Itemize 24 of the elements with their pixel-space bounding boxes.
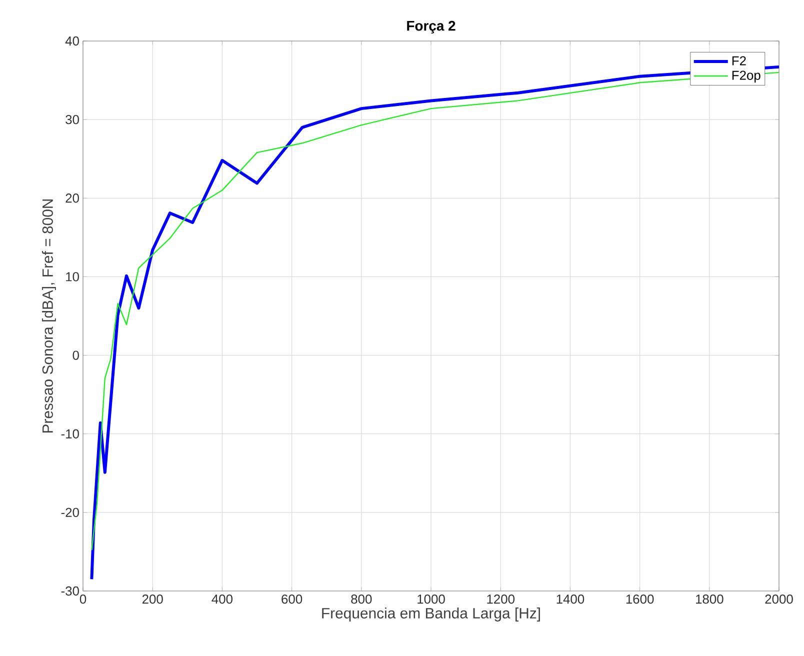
x-tick-label: 1600 xyxy=(626,594,654,604)
y-tick-label: 30 xyxy=(66,114,79,124)
chart-title: Força 2 xyxy=(407,20,456,34)
x-tick-label: 2000 xyxy=(765,594,793,604)
y-tick-label: 10 xyxy=(66,272,79,282)
x-tick-label: 1400 xyxy=(556,594,584,604)
x-tick-label: 1200 xyxy=(487,594,515,604)
x-tick-label: 200 xyxy=(142,594,163,604)
y-tick-label: -20 xyxy=(61,508,79,518)
y-axis-title: Pressao Sonora [dBA], Fref = 800N xyxy=(42,200,56,433)
legend-label: F2op xyxy=(732,70,760,82)
y-tick-label: -10 xyxy=(61,429,79,438)
x-tick-label: 400 xyxy=(212,594,232,604)
y-tick-label: 40 xyxy=(65,36,79,46)
y-tick-label: -30 xyxy=(61,586,79,596)
x-tick-label: 800 xyxy=(351,594,372,604)
x-tick-label: 0 xyxy=(80,594,86,604)
y-tick-label: 20 xyxy=(66,194,79,203)
legend-label: F2 xyxy=(732,56,746,66)
y-tick-label: 0 xyxy=(72,350,79,360)
x-tick-label: 1000 xyxy=(418,594,445,604)
x-tick-label: 600 xyxy=(282,594,302,604)
x-tick-label: 1800 xyxy=(696,594,724,604)
x-axis-title: Frequencia em Banda Larga [Hz] xyxy=(322,608,540,622)
